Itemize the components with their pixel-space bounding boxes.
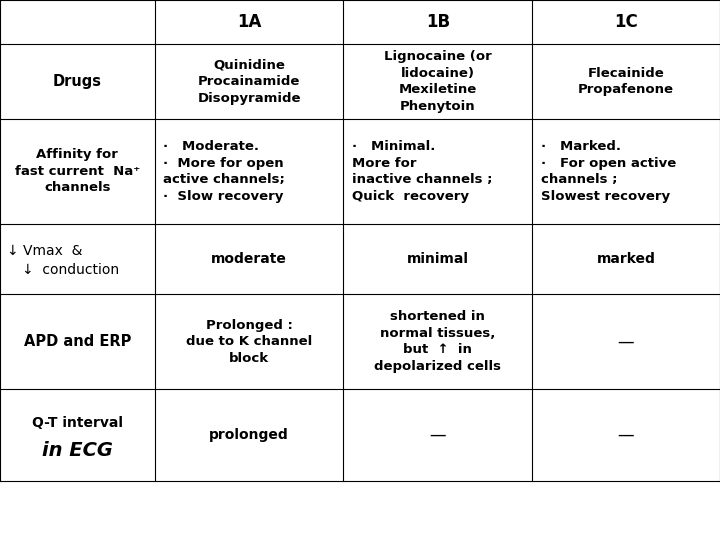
Text: moderate: moderate xyxy=(211,252,287,266)
Text: ·   Marked.
·   For open active
channels ;
Slowest recovery: · Marked. · For open active channels ; S… xyxy=(541,140,676,202)
Text: Lignocaine (or
lidocaine)
Mexiletine
Phenytoin: Lignocaine (or lidocaine) Mexiletine Phe… xyxy=(384,50,492,113)
Text: —: — xyxy=(618,426,634,444)
Text: Prolonged :
due to K channel
block: Prolonged : due to K channel block xyxy=(186,319,312,364)
Text: prolonged: prolonged xyxy=(210,428,289,442)
Text: Flecainide
Propafenone: Flecainide Propafenone xyxy=(578,67,674,96)
Text: ↓ Vmax  &: ↓ Vmax & xyxy=(7,244,83,258)
Text: 1C: 1C xyxy=(614,13,638,31)
Text: in ECG: in ECG xyxy=(42,441,113,461)
Text: —: — xyxy=(429,426,446,444)
Text: marked: marked xyxy=(597,252,655,266)
Text: —: — xyxy=(618,333,634,350)
Text: APD and ERP: APD and ERP xyxy=(24,334,131,349)
Text: Drugs: Drugs xyxy=(53,74,102,89)
Text: Quinidine
Procainamide
Disopyramide: Quinidine Procainamide Disopyramide xyxy=(197,58,301,105)
Text: ·   Minimal.
More for
inactive channels ;
Quick  recovery: · Minimal. More for inactive channels ; … xyxy=(352,140,492,202)
Text: shortened in
normal tissues,
but  ↑  in
depolarized cells: shortened in normal tissues, but ↑ in de… xyxy=(374,310,501,373)
Text: Affinity for
fast current  Na⁺
channels: Affinity for fast current Na⁺ channels xyxy=(15,148,140,194)
Text: 1A: 1A xyxy=(237,13,261,31)
Text: Q-T interval: Q-T interval xyxy=(32,416,123,430)
Text: minimal: minimal xyxy=(407,252,469,266)
Text: ·   Moderate.
·  More for open
active channels;
·  Slow recovery: · Moderate. · More for open active chann… xyxy=(163,140,285,202)
Text: 1B: 1B xyxy=(426,13,450,31)
Text: ↓  conduction: ↓ conduction xyxy=(22,263,119,277)
